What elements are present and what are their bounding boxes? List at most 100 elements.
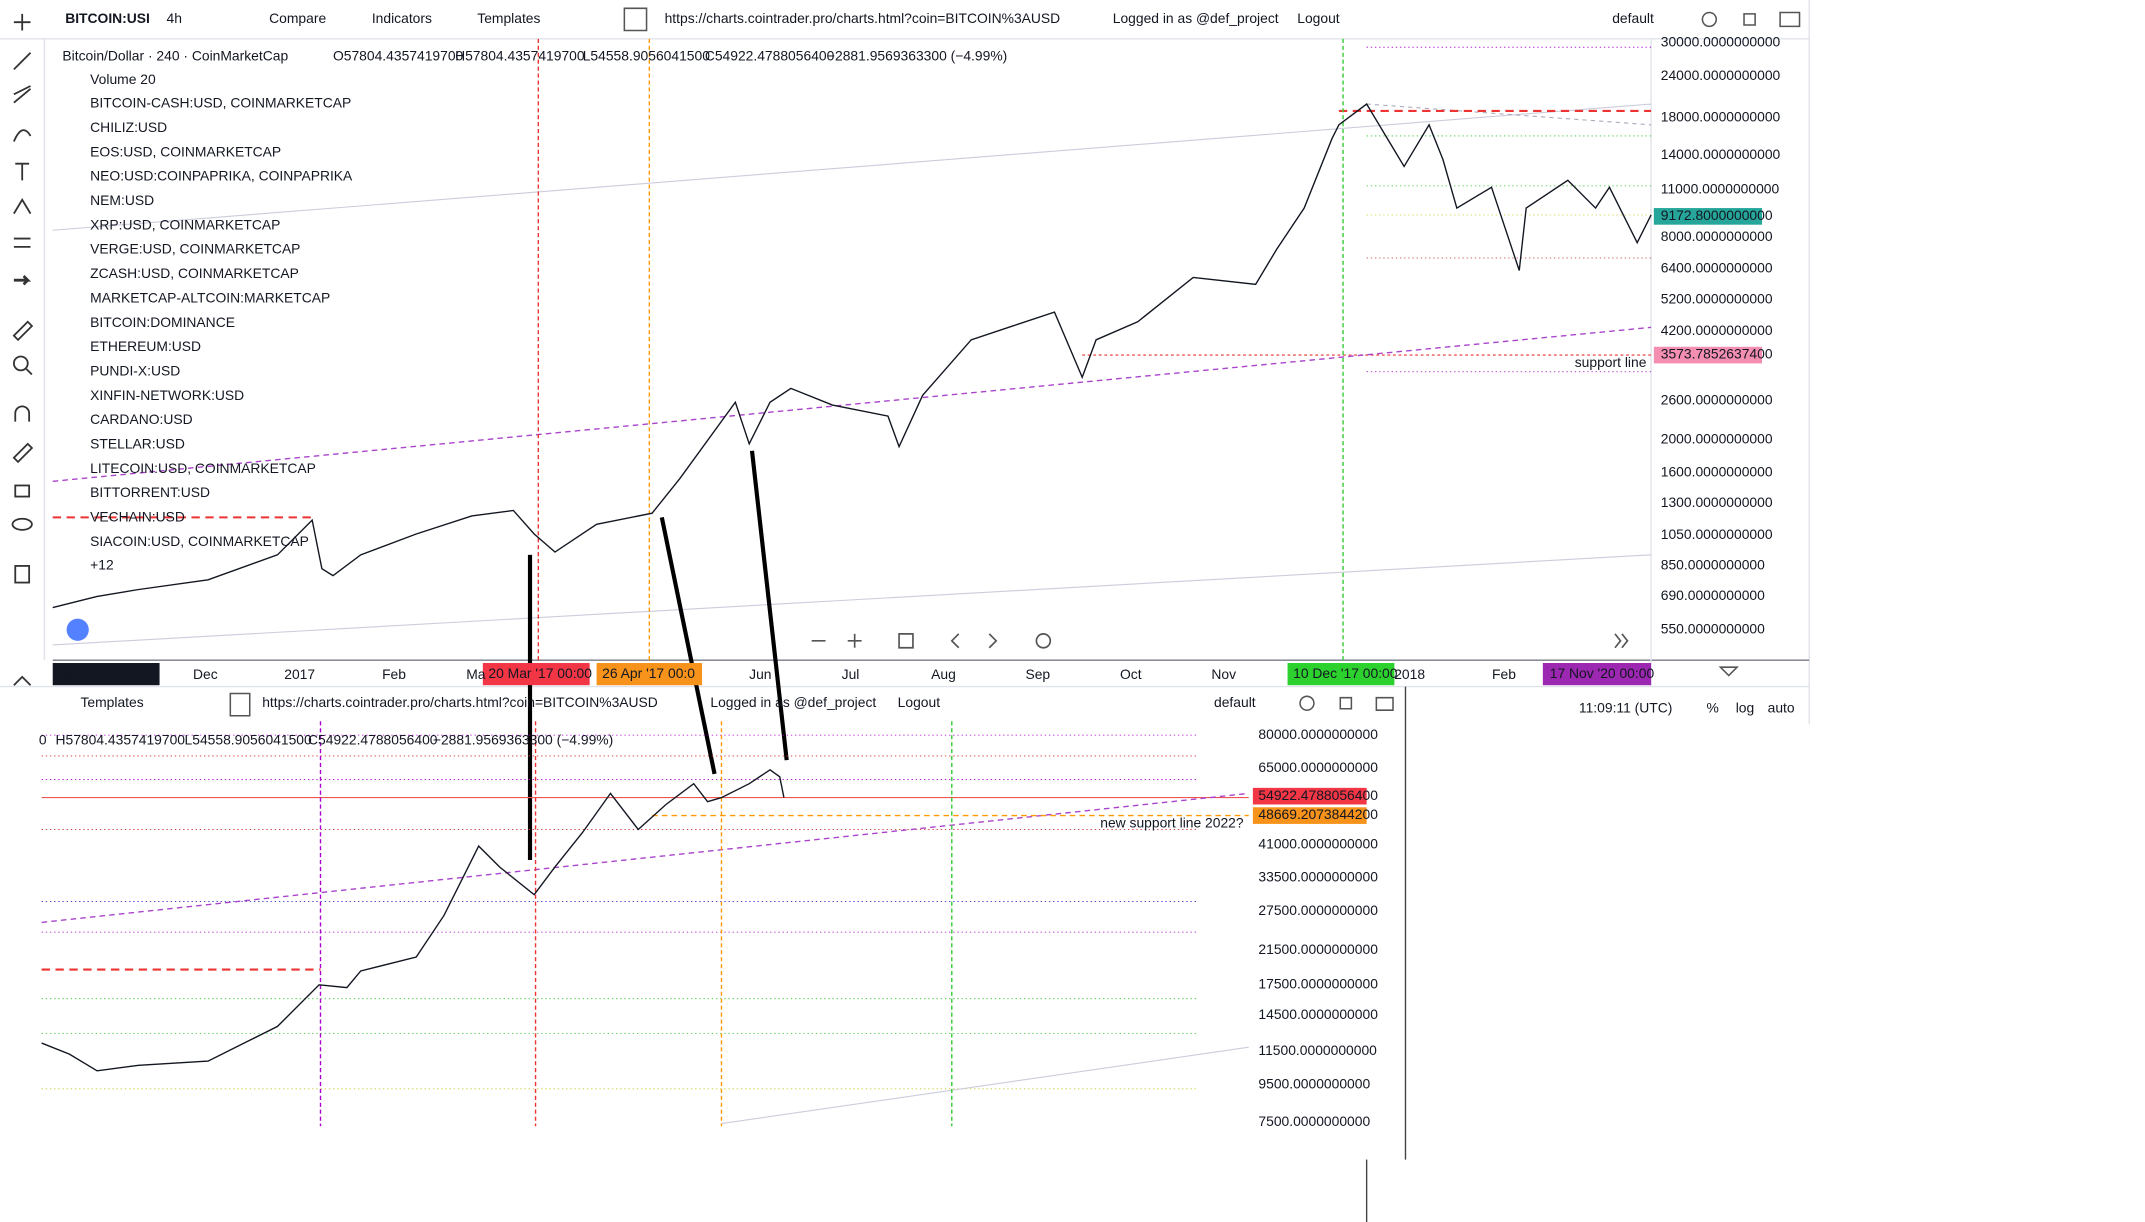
log-button[interactable]: log — [1736, 699, 1755, 715]
time-badge: 09 Jul '16 00:00 — [58, 665, 156, 681]
ohlc-value: −2881.9569363300 (−4.99%) — [433, 731, 613, 747]
symbol-entry: VERGE:USD, COINMARKETCAP — [90, 241, 300, 257]
url-link[interactable]: https://charts.cointrader.pro/charts.htm… — [262, 694, 658, 710]
symbol-entry: MARKETCAP-ALTCOIN:MARKETCAP — [90, 289, 330, 305]
logout-link[interactable]: Logout — [1297, 10, 1340, 26]
ohlc-value: C54922.4788056400 — [308, 731, 438, 747]
annotation: support line — [1575, 354, 1647, 370]
time-label: Oct — [1120, 666, 1142, 682]
price-label: 1300.0000000000 — [1661, 494, 1773, 510]
symbol-entry: PUNDI-X:USD — [90, 362, 180, 378]
time-label: Feb — [382, 666, 406, 682]
time-badge: 26 Apr '17 00:0 — [602, 665, 695, 681]
symbol-entry: BITCOIN-CASH:USD, COINMARKETCAP — [90, 95, 351, 111]
symbol-entry: EOS:USD, COINMARKETCAP — [90, 143, 281, 159]
symbol-entry: STELLAR:USD — [90, 435, 185, 451]
templates-button[interactable]: Templates — [80, 694, 143, 710]
layout-button[interactable]: default — [1612, 10, 1654, 26]
compare-button[interactable]: Compare — [269, 10, 326, 26]
logout-link[interactable]: Logout — [898, 694, 941, 710]
login-status[interactable]: Logged in as @def_project — [710, 694, 876, 710]
symbol-entry: CHILIZ:USD — [90, 119, 167, 135]
symbol-entry: ZCASH:USD, COINMARKETCAP — [90, 265, 299, 281]
price-label: 2000.0000000000 — [1661, 430, 1773, 446]
price-label: 65000.0000000000 — [1258, 759, 1378, 775]
price-label: 550.0000000000 — [1661, 620, 1765, 636]
price-label: 33500.0000000000 — [1258, 869, 1378, 885]
price-label: 27500.0000000000 — [1258, 902, 1378, 918]
annotation: new support line 2022? — [1100, 815, 1244, 831]
time-label: Nov — [1211, 666, 1236, 682]
symbol-entry: NEO:USD:COINPAPRIKA, COINPAPRIKA — [90, 168, 353, 184]
time-label: Sep — [1025, 666, 1050, 682]
symbol-button[interactable]: BITCOIN:USI — [65, 10, 150, 26]
time-badge: 20 Mar '17 00:00 — [488, 665, 592, 681]
price-badge: 9172.8000000000 — [1661, 207, 1773, 223]
time-label: Jul — [842, 666, 860, 682]
price-label: 7500.0000000000 — [1258, 1113, 1370, 1129]
time-label: 2017 — [284, 666, 315, 682]
symbol-entry: ETHEREUM:USD — [90, 338, 201, 354]
symbol-entry: VECHAIN:USD — [90, 509, 185, 525]
price-label: 30000.0000000000 — [1661, 34, 1781, 50]
time-label: Feb — [1492, 666, 1516, 682]
indicators-button[interactable]: Indicators — [372, 10, 432, 26]
price-label: 14000.0000000000 — [1661, 146, 1781, 162]
time-label: Jun — [749, 666, 771, 682]
ohlc-value: O57804.4357419700 — [333, 48, 464, 64]
ohlc-value: −2881.9569363300 (−4.99%) — [827, 48, 1007, 64]
symbol-entry: XRP:USD, COINMARKETCAP — [90, 216, 280, 232]
price-label: 18000.0000000000 — [1661, 109, 1781, 125]
interval-button[interactable]: 4h — [166, 10, 181, 26]
login-status[interactable]: Logged in as @def_project — [1113, 10, 1279, 26]
price-label: 4200.0000000000 — [1661, 322, 1773, 338]
chart-title: Bitcoin/Dollar · 240 · CoinMarketCap — [62, 48, 288, 64]
symbol-entry: BITCOIN:DOMINANCE — [90, 314, 235, 330]
price-label: 11000.0000000000 — [1661, 181, 1780, 197]
price-label: 41000.0000000000 — [1258, 835, 1378, 851]
symbol-entry: XINFIN-NETWORK:USD — [90, 387, 244, 403]
layout — [0, 0, 1810, 1222]
ohlc-value: L54558.9056041500 — [583, 48, 710, 64]
price-label: 80000.0000000000 — [1258, 726, 1378, 742]
time-label: 2018 — [1394, 666, 1425, 682]
auto-button[interactable]: auto — [1768, 699, 1795, 715]
time-label: Dec — [193, 666, 218, 682]
layout-button[interactable]: default — [1214, 694, 1256, 710]
url-link[interactable]: https://charts.cointrader.pro/charts.htm… — [665, 10, 1061, 26]
volume-label: Volume 20 — [90, 71, 156, 87]
price-label: 6400.0000000000 — [1661, 260, 1773, 276]
symbol-entry: SIACOIN:USD, COINMARKETCAP — [90, 533, 309, 549]
symbol-entry: BITTORRENT:USD — [90, 484, 210, 500]
time-badge: 17 Nov '20 00:00 — [1550, 665, 1655, 681]
price-label: 1600.0000000000 — [1661, 464, 1773, 480]
price-label: 24000.0000000000 — [1661, 67, 1781, 83]
templates-button[interactable]: Templates — [477, 10, 540, 26]
symbol-entry: NEM:USD — [90, 192, 154, 208]
symbol-entry: LITECOIN:USD, COINMARKETCAP — [90, 460, 316, 476]
price-label: 690.0000000000 — [1661, 587, 1765, 603]
price-badge: 54922.4788056400 — [1258, 787, 1378, 803]
price-badge: 48669.2073844200 — [1258, 806, 1378, 822]
price-label: 21500.0000000000 — [1258, 941, 1378, 957]
ohlc-value: H57804.4357419700 — [455, 48, 585, 64]
price-badge: 3573.7852637400 — [1661, 346, 1773, 362]
price-label: 14500.0000000000 — [1258, 1006, 1378, 1022]
price-label: 17500.0000000000 — [1258, 975, 1378, 991]
ohlc-value: L54558.9056041500 — [185, 731, 312, 747]
time-label: Aug — [931, 666, 956, 682]
symbol-entry: CARDANO:USD — [90, 411, 192, 427]
price-label: 9500.0000000000 — [1258, 1075, 1370, 1091]
time-label: Ma — [466, 666, 486, 682]
price-label: 1050.0000000000 — [1661, 526, 1773, 542]
price-label: 11500.0000000000 — [1258, 1042, 1377, 1058]
price-label: 2600.0000000000 — [1661, 392, 1773, 408]
time-badge: 10 Dec '17 00:00 — [1293, 665, 1398, 681]
price-label: 8000.0000000000 — [1661, 228, 1773, 244]
clock: 11:09:11 (UTC) — [1579, 699, 1672, 715]
percent-button[interactable]: % — [1707, 699, 1719, 715]
price-label: 5200.0000000000 — [1661, 290, 1773, 306]
more-symbols: +12 — [90, 557, 114, 573]
ohlc-value: 0 — [39, 731, 47, 747]
